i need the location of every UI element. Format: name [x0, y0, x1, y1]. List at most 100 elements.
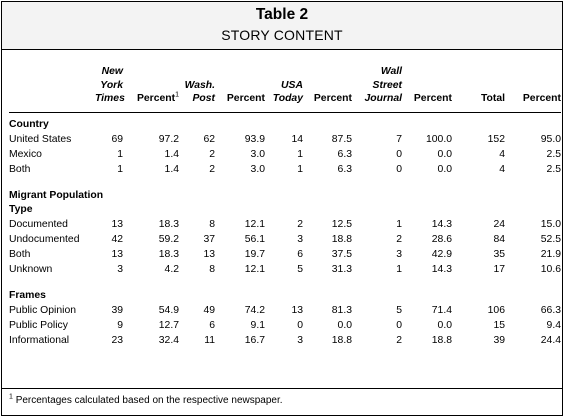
table-title-box: Table 2 STORY CONTENT	[2, 2, 562, 50]
table-cell: 1	[297, 149, 303, 160]
column-header-line: Wall	[380, 66, 402, 77]
section-title: Frames	[9, 290, 46, 301]
table-cell: 2.5	[546, 164, 561, 175]
section-header-spacer	[123, 118, 561, 132]
header-divider-line	[9, 111, 561, 118]
table-cell: 74.2	[244, 305, 265, 316]
table-cell: 6	[297, 249, 303, 260]
column-header-line: Percent	[413, 93, 452, 104]
table-cell: 18.3	[158, 249, 179, 260]
table-cell: 39	[493, 335, 505, 346]
table-cell: 12.1	[244, 219, 265, 230]
table-cell: 10.6	[540, 264, 561, 275]
column-header-line: Journal	[364, 93, 402, 104]
table-cell: 97.2	[158, 134, 179, 145]
section-gap	[9, 177, 561, 189]
table-cell: 4.2	[164, 264, 179, 275]
table-cell: 18.8	[331, 234, 352, 245]
table-cell: 9	[117, 320, 123, 331]
table-cell: 31.3	[331, 264, 352, 275]
table-cell: 13	[111, 219, 123, 230]
table-cell: 5	[297, 264, 303, 275]
table-cell: 9.4	[546, 320, 561, 331]
column-header: Percent	[505, 50, 561, 112]
table-cell: 2.5	[546, 149, 561, 160]
table-cell: 71.4	[431, 305, 452, 316]
header-divider	[9, 111, 561, 118]
table-cell: 18.8	[431, 335, 452, 346]
row-label: Undocumented	[9, 234, 80, 245]
row-label: Both	[9, 164, 31, 175]
column-header-line: Times	[95, 93, 125, 104]
table-cell: 3.0	[250, 149, 265, 160]
table-cell: 12.7	[158, 320, 179, 331]
row-label: Documented	[9, 219, 68, 230]
row-label: Mexico	[9, 149, 42, 160]
column-header-line: Post	[192, 93, 215, 104]
column-header-line: Percent	[522, 93, 561, 104]
table-cell: 81.3	[331, 305, 352, 316]
footnote-marker: 1	[9, 393, 13, 401]
column-header: Percent1	[123, 50, 179, 112]
table-cell: 62	[203, 134, 215, 145]
footnote-text: Percentages calculated based on the resp…	[15, 395, 283, 406]
table-cell: 2	[209, 164, 215, 175]
table-cell: 18.3	[158, 219, 179, 230]
table-cell: 37	[203, 234, 215, 245]
footnote: 1 Percentages calculated based on the re…	[9, 394, 283, 407]
row-label: United States	[9, 134, 72, 145]
table-row: Public Opinion 39 54.9 49 74.2 13 81.3 5 71.4 106…	[9, 303, 561, 318]
section-title: Migrant Population Type	[9, 190, 104, 215]
table-cell: 7	[396, 134, 402, 145]
table-cell: 0.0	[437, 164, 452, 175]
footnote-divider	[2, 388, 562, 389]
table-cell: 3.0	[250, 164, 265, 175]
table-cell: 3	[297, 335, 303, 346]
column-header-line: Street	[372, 79, 402, 91]
table-cell: 3	[396, 249, 402, 260]
table-cell: 106	[487, 305, 505, 316]
table-cell: 4	[499, 164, 505, 175]
column-header-line: Total	[480, 93, 505, 104]
table-cell: 1	[396, 219, 402, 230]
column-header: New York Times	[95, 50, 125, 112]
table-cell: 0	[297, 320, 303, 331]
section-gap-cell	[9, 277, 561, 289]
table-cell: 1	[117, 164, 123, 175]
table-cell: 2	[297, 219, 303, 230]
row-label: Public Opinion	[9, 305, 77, 316]
table-cell: 15	[493, 320, 505, 331]
column-header-line: York	[100, 79, 123, 91]
table-cell: 0	[396, 149, 402, 160]
table-subtitle: STORY CONTENT	[221, 27, 343, 43]
table-cell: 66.3	[540, 305, 561, 316]
table-cell: 9.1	[250, 320, 265, 331]
table-cell: 52.5	[540, 234, 561, 245]
table-cell: 93.9	[244, 134, 265, 145]
table-row: Informational 23 32.4 11 16.7 3 18.8 2 18.8 39 24.…	[9, 333, 561, 348]
header-row: New York Times Percent1 Wash. Post Percent USA T…	[9, 50, 561, 112]
table-cell: 13	[291, 305, 303, 316]
table-cell: 12.5	[331, 219, 352, 230]
table-cell: 8	[209, 219, 215, 230]
table-cell: 42.9	[431, 249, 452, 260]
table-cell: 17	[493, 264, 505, 275]
column-header-line: New	[101, 66, 123, 77]
section-header-spacer	[123, 289, 561, 303]
table-title: Table 2	[255, 6, 309, 23]
table-cell: 11	[204, 335, 215, 346]
column-header: Percent	[215, 50, 265, 112]
table-row: Undocumented 42 59.2 37 56.1 3 18.8 2 28.6 84 52.5	[9, 232, 561, 247]
section-title: Country	[9, 119, 49, 130]
section-header-row: Frames	[9, 289, 561, 303]
table-cell: 16.7	[244, 335, 265, 346]
header-cell-blank	[9, 50, 95, 112]
section-header-row: Country	[9, 118, 561, 132]
table-cell: 24.4	[540, 335, 561, 346]
table-cell: 21.9	[540, 249, 561, 260]
table-cell: 95.0	[540, 134, 561, 145]
column-header-line: Wash.	[184, 79, 215, 91]
table-cell: 3	[297, 234, 303, 245]
table-cell: 18.8	[331, 335, 352, 346]
